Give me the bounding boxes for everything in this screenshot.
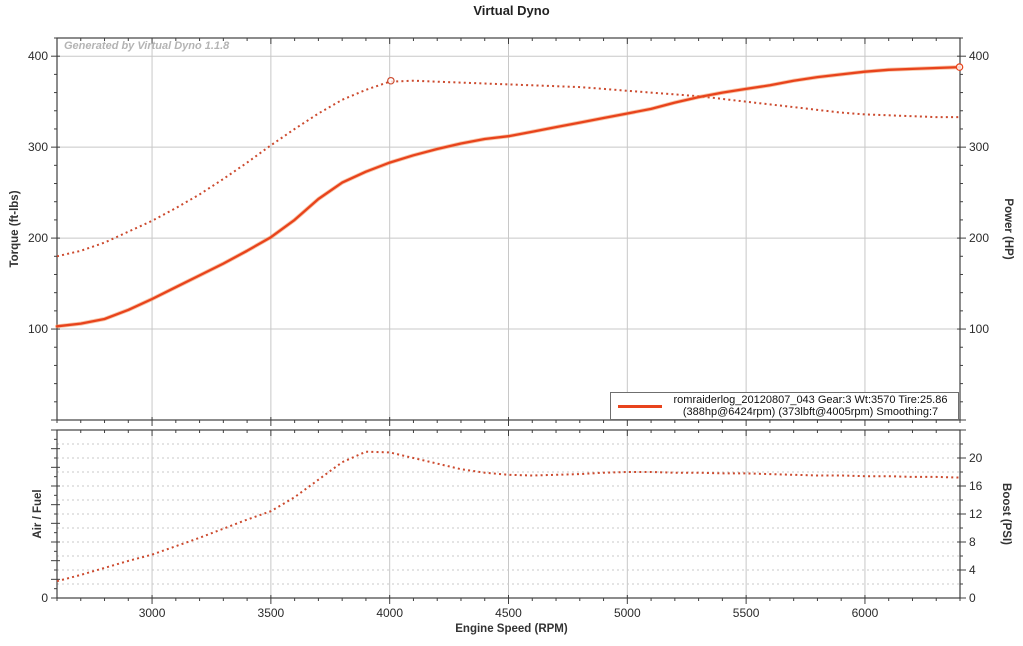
legend-box: romraiderlog_20120807_043 Gear:3 Wt:3570… bbox=[610, 392, 959, 420]
right-axis-tick-label: 20 bbox=[969, 451, 983, 465]
torque-peak-marker bbox=[387, 76, 395, 85]
torque-axis-title: Torque (ft-lbs) bbox=[9, 190, 21, 268]
x-tick-label: 3500 bbox=[258, 606, 285, 620]
right-axis-tick-label: 4 bbox=[969, 563, 976, 577]
afr-axis-title: Air / Fuel bbox=[32, 489, 44, 539]
left-axis-tick-label: 0 bbox=[41, 591, 48, 605]
x-tick-label: 4000 bbox=[376, 606, 403, 620]
legend-line2: (388hp@6424rpm) (373lbft@4005rpm) Smooth… bbox=[682, 406, 939, 418]
boost-axis-title: Boost (PSI) bbox=[1000, 483, 1012, 545]
x-tick-label: 3000 bbox=[139, 606, 166, 620]
right-axis-tick-label: 200 bbox=[969, 231, 989, 245]
left-axis-tick-label: 400 bbox=[28, 49, 48, 63]
right-axis-tick-label: 300 bbox=[969, 140, 989, 154]
power-curve bbox=[55, 65, 962, 328]
power-axis-title: Power (HP) bbox=[1002, 198, 1014, 260]
right-axis-tick-label: 16 bbox=[969, 479, 983, 493]
right-axis-tick-label: 100 bbox=[969, 322, 989, 336]
left-axis-tick-label: 300 bbox=[28, 140, 48, 154]
x-tick-label: 5000 bbox=[614, 606, 641, 620]
right-axis-tick-label: 0 bbox=[969, 591, 976, 605]
right-axis-tick-label: 8 bbox=[969, 535, 976, 549]
right-axis-tick-label: 12 bbox=[969, 507, 983, 521]
power-peak-marker bbox=[955, 63, 964, 71]
left-axis-tick-label: 100 bbox=[28, 322, 48, 336]
watermark-text: Generated by Virtual Dyno 1.1.8 bbox=[64, 40, 230, 52]
x-tick-label: 5500 bbox=[733, 606, 760, 620]
left-axis-tick-label: 200 bbox=[28, 231, 48, 245]
rpm-axis-title: Engine Speed (RPM) bbox=[455, 623, 568, 635]
legend-swatch-wrap bbox=[611, 404, 669, 408]
page-title: Virtual Dyno bbox=[473, 3, 550, 18]
legend-line-swatch bbox=[618, 404, 662, 408]
legend-line1: romraiderlog_20120807_043 Gear:3 Wt:3570… bbox=[673, 393, 948, 406]
boost-curve bbox=[56, 450, 961, 583]
right-axis-tick-label: 400 bbox=[969, 49, 989, 63]
x-tick-label: 6000 bbox=[852, 606, 879, 620]
x-tick-label: 4500 bbox=[495, 606, 522, 620]
legend-text: romraiderlog_20120807_043 Gear:3 Wt:3570… bbox=[669, 394, 958, 419]
